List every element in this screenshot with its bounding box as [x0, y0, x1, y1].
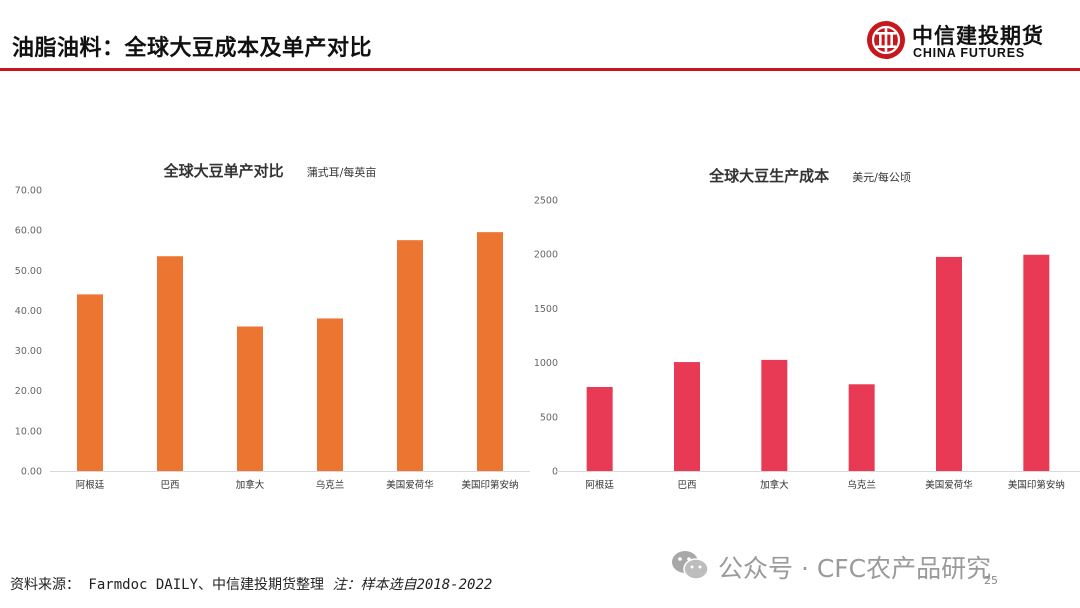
- cost-y-tick-label: 1000: [534, 358, 558, 369]
- yield-category-label: 巴西: [160, 480, 179, 491]
- page-number: 25: [984, 574, 998, 587]
- cost-y-tick-label: 2000: [534, 250, 558, 261]
- cost-category-label: 巴西: [677, 480, 696, 491]
- yield-bar: [477, 232, 503, 471]
- yield-bar: [77, 294, 103, 471]
- cost-bar: [674, 362, 700, 471]
- yield-y-tick-label: 40.00: [15, 306, 42, 317]
- yield-bar: [237, 326, 263, 471]
- china-futures-logo-icon: [867, 21, 905, 59]
- cost-category-label: 美国印第安纳: [1008, 479, 1065, 491]
- yield-chart-title: 全球大豆单产对比: [163, 162, 284, 180]
- cost-category-label: 加拿大: [760, 479, 789, 491]
- source-text: 资料来源： Farmdoc DAILY、中信建投期货整理: [10, 577, 325, 593]
- yield-y-tick-label: 50.00: [15, 266, 42, 277]
- yield-chart: 全球大豆单产对比 蒲式耳/每英亩 0.00 10.00 20.00 30.00 40.0…: [0, 150, 540, 510]
- yield-category-label: 阿根廷: [76, 479, 105, 491]
- yield-chart-title-row: 全球大豆单产对比 蒲式耳/每英亩: [0, 160, 540, 181]
- yield-y-tick-label: 0.00: [21, 467, 42, 478]
- header-divider: [0, 68, 1080, 71]
- brand-logo: 中信建投期货 CHINA FUTURES: [866, 20, 1066, 64]
- sample-note: 注：样本选自2018-2022: [332, 577, 493, 593]
- yield-bar: [157, 256, 183, 471]
- logo-chinese-name: 中信建投期货: [912, 24, 1044, 48]
- cost-y-tick-label: 2500: [534, 196, 558, 207]
- yield-bar: [317, 318, 343, 471]
- yield-chart-unit: 蒲式耳/每英亩: [306, 166, 377, 179]
- cost-category-label: 乌克兰: [847, 479, 876, 491]
- wechat-icon: [672, 551, 709, 580]
- cost-y-tick-label: 1500: [534, 304, 558, 315]
- cost-bar: [848, 384, 875, 471]
- yield-y-tick-label: 70.00: [15, 186, 42, 197]
- yield-category-label: 美国爱荷华: [386, 479, 434, 491]
- cost-category-label: 美国爱荷华: [925, 479, 973, 491]
- footer-source: 资料来源： Farmdoc DAILY、中信建投期货整理 注：样本选自2018-…: [10, 574, 492, 594]
- cost-chart-plot: 0 500 1000 1500 2000 2500 阿根廷 巴西 加拿大 乌克兰 美国爱荷华 美国印第…: [534, 196, 1080, 491]
- cost-chart-title: 全球大豆生产成本: [709, 167, 830, 185]
- yield-bar: [397, 240, 423, 471]
- yield-category-label: 美国印第安纳: [461, 479, 518, 491]
- cost-bar: [761, 359, 788, 471]
- yield-y-tick-label: 30.00: [15, 346, 42, 357]
- cost-chart: 全球大豆生产成本 美元/每公顷 0 500 1000 1500 2000 2500 阿根廷 巴…: [534, 150, 1080, 510]
- yield-y-tick-label: 10.00: [15, 426, 42, 437]
- cost-bar: [586, 386, 613, 471]
- cost-bar: [1023, 254, 1050, 471]
- watermark-text: 公众号 · CFC农产品研究: [718, 554, 992, 583]
- cost-bar: [936, 256, 962, 471]
- yield-y-tick-label: 20.00: [15, 386, 42, 397]
- page-title: 油脂油料：全球大豆成本及单产对比: [12, 36, 373, 61]
- cost-y-tick-label: 500: [540, 412, 558, 423]
- cost-chart-unit: 美元/每公顷: [852, 171, 911, 184]
- yield-y-tick-label: 60.00: [15, 226, 42, 237]
- yield-category-label: 加拿大: [236, 479, 265, 491]
- yield-category-label: 乌克兰: [316, 479, 345, 491]
- logo-english-name: CHINA FUTURES: [913, 46, 1026, 60]
- cost-category-label: 阿根廷: [585, 479, 614, 491]
- yield-chart-plot: 0.00 10.00 20.00 30.00 40.00 50.00 60.00 70.00 阿…: [15, 186, 530, 491]
- cost-y-tick-label: 0: [552, 467, 558, 478]
- cost-chart-title-row: 全球大豆生产成本 美元/每公顷: [540, 165, 1080, 186]
